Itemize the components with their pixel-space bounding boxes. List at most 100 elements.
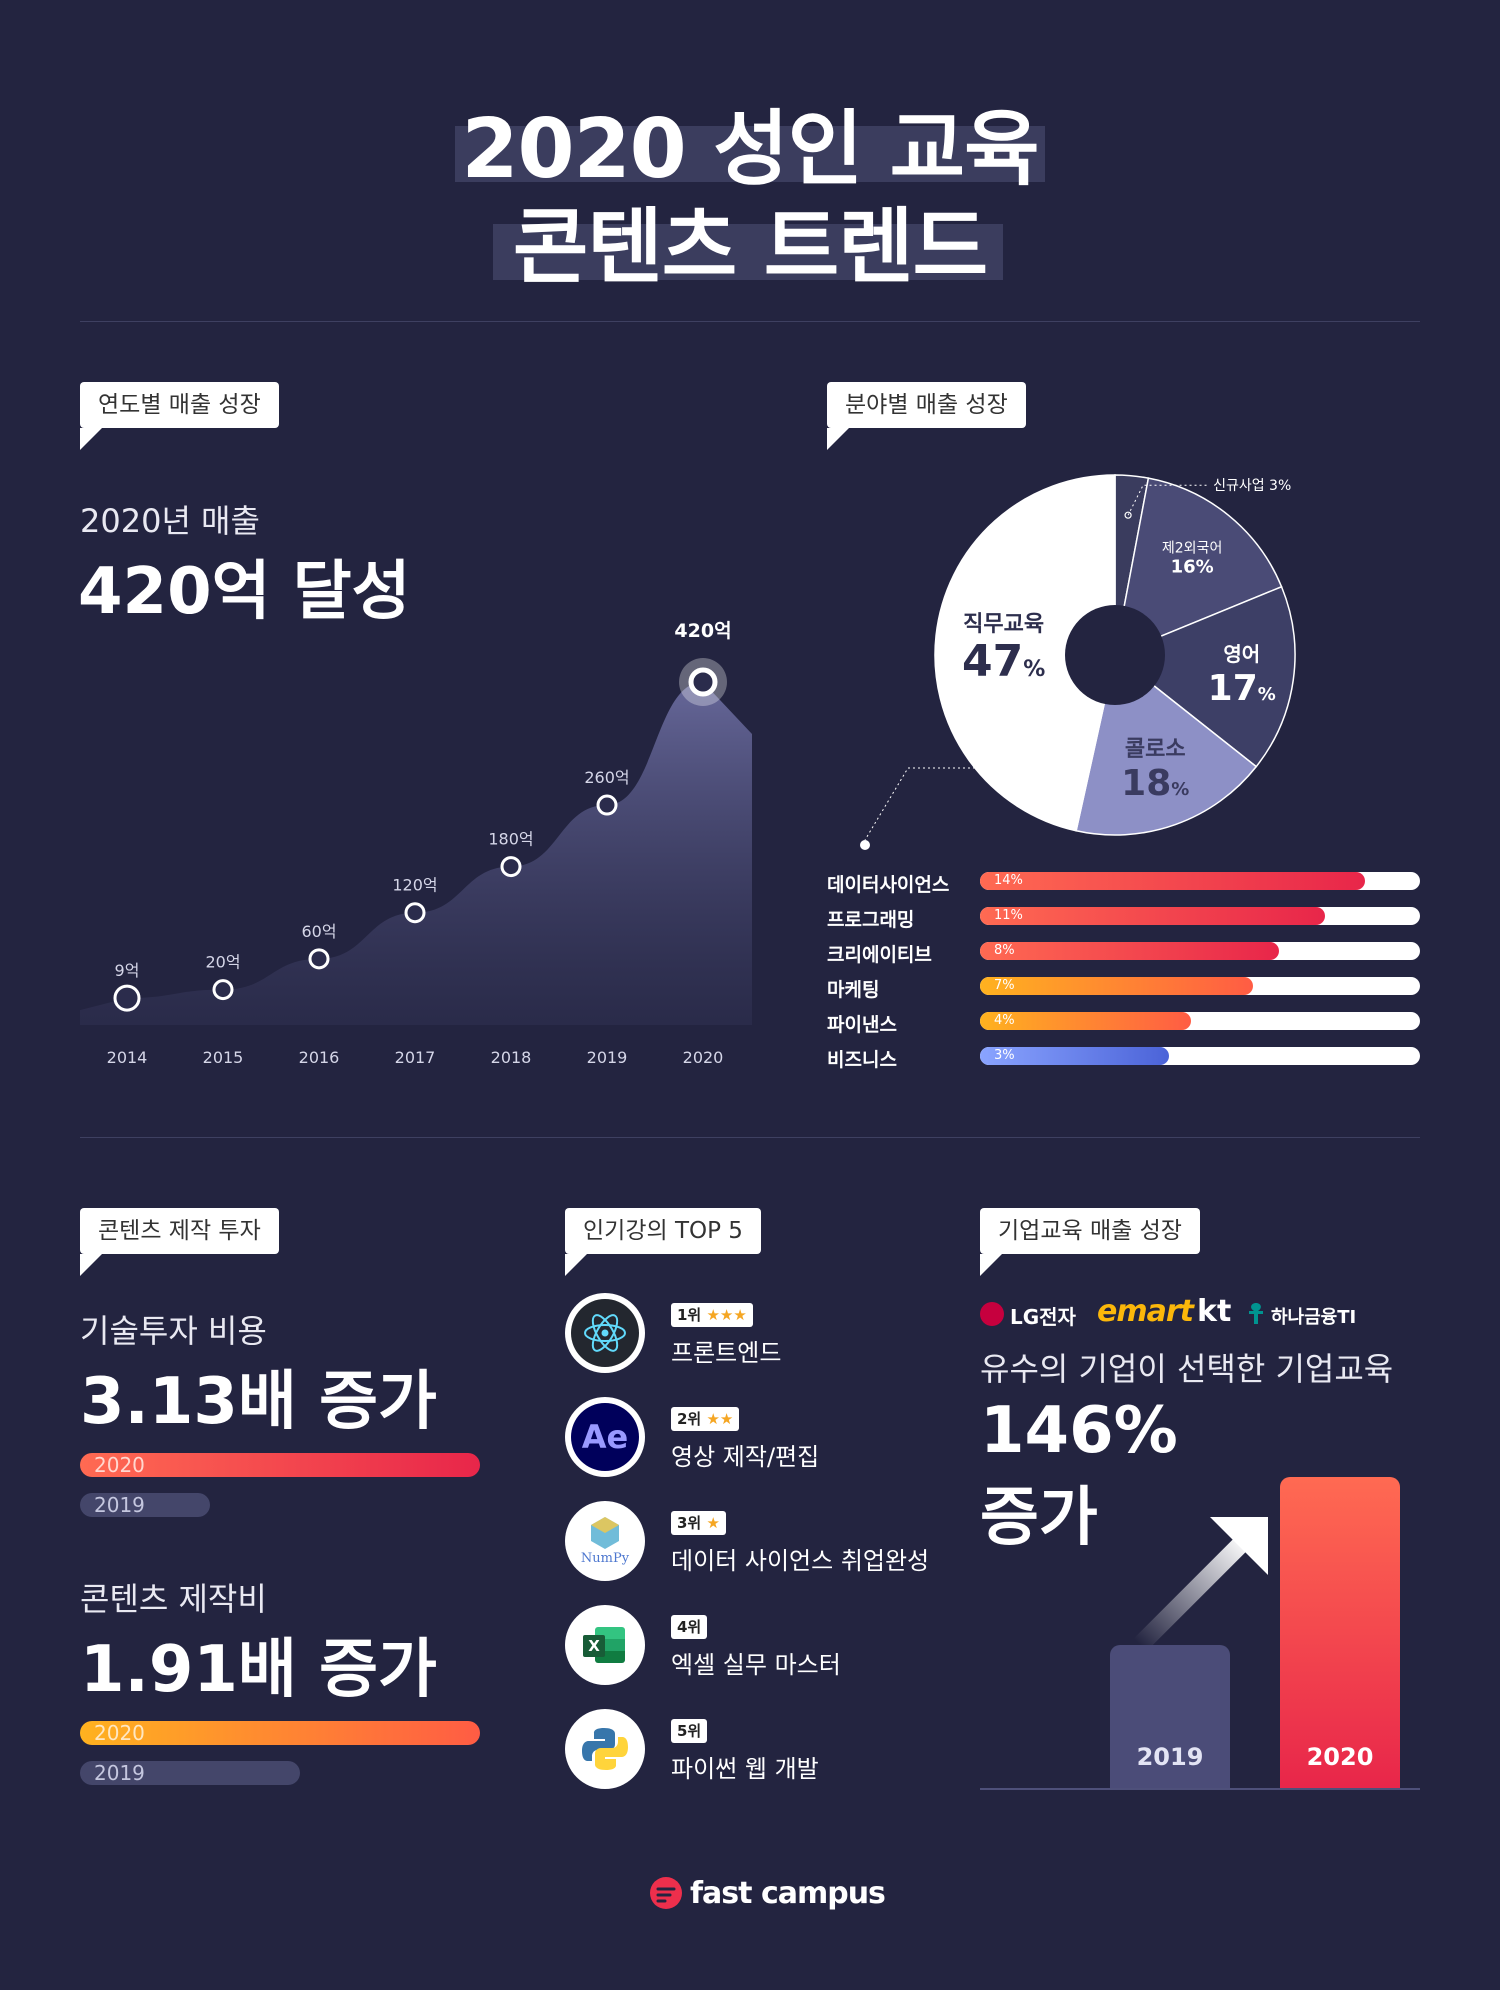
pie-slice xyxy=(1113,585,1296,768)
content-bar-2020: 2020 xyxy=(80,1721,480,1745)
data-label: 120억 xyxy=(392,876,437,895)
slice-value: 47% xyxy=(962,636,1045,687)
donut-hole xyxy=(1065,605,1165,705)
course-name-1: 프론트엔드 xyxy=(671,1339,782,1367)
bar-fill: 4% xyxy=(980,1012,1192,1030)
hana-logo-text: 하나금융TI xyxy=(1271,1307,1357,1328)
data-label: 260억 xyxy=(584,768,629,787)
bar-category-label: 데이터사이언스 xyxy=(827,874,950,896)
data-label: 20억 xyxy=(205,953,240,972)
bar-fill: 8% xyxy=(980,942,1280,960)
pie-slice xyxy=(934,474,1116,832)
field-tag: 분야별 매출 성장 xyxy=(827,382,1026,450)
bar-value-label: 8% xyxy=(994,943,1015,958)
content-cost-subtitle: 콘텐츠 제작비 xyxy=(80,1580,267,1618)
x-tick-label: 2016 xyxy=(299,1048,340,1067)
numpy-text: NumPy xyxy=(580,1551,630,1566)
data-point xyxy=(404,902,426,924)
bar-value-label: 7% xyxy=(994,978,1015,993)
title-highlight-2 xyxy=(493,224,1003,280)
bar-category-label: 마케팅 xyxy=(827,979,880,1001)
rank-label: 2위 xyxy=(677,1410,702,1428)
x-tick-label: 2018 xyxy=(491,1048,532,1067)
slice-value: 18% xyxy=(1121,763,1189,804)
emart-logo: emart xyxy=(1097,1294,1194,1329)
bar-fill: 3% xyxy=(980,1047,1170,1065)
middle-divider xyxy=(80,1137,1420,1138)
hana-logo xyxy=(1245,1301,1267,1325)
slice-value: 16% xyxy=(1171,556,1214,577)
page-title-line2: 콘텐츠 트렌드 xyxy=(512,200,988,295)
x-tick-label: 2015 xyxy=(203,1048,244,1067)
top5-tag: 인기강의 TOP 5 xyxy=(565,1208,761,1276)
rank-label: 4위 xyxy=(677,1618,702,1636)
rank-stars: ★ xyxy=(706,1514,720,1532)
callout-line xyxy=(864,767,975,841)
rank-label: 5위 xyxy=(677,1722,702,1740)
slice-label: 제2외국어 xyxy=(1162,540,1222,556)
investment-tag: 콘텐츠 제작 투자 xyxy=(80,1208,279,1276)
rank-badge-5: 5위 xyxy=(671,1719,708,1743)
corporate-baseline xyxy=(980,1788,1420,1790)
rank-badge-2: 2위 ★★ xyxy=(671,1407,740,1431)
x-tick-label: 2020 xyxy=(683,1048,724,1067)
yearly-subtitle: 2020년 매출 xyxy=(80,502,260,540)
numpy-icon: NumPy xyxy=(565,1501,645,1581)
rank-label: 1위 xyxy=(677,1306,702,1324)
corporate-headline-1: 146% xyxy=(980,1394,1178,1468)
yearly-headline: 420억 달성 xyxy=(78,555,411,629)
content-bar-2019: 2019 xyxy=(80,1761,300,1785)
slice-label: 신규사업 3% xyxy=(1213,478,1291,494)
corporate-subtitle: 유수의 기업이 선택한 기업교육 xyxy=(980,1350,1394,1388)
after-effects-icon: Ae xyxy=(565,1397,645,1477)
data-point xyxy=(500,856,522,878)
bar-value-label: 11% xyxy=(994,908,1023,923)
callout-dot xyxy=(1124,511,1132,519)
bar-value-label: 14% xyxy=(994,873,1023,888)
bar-fill: 14% xyxy=(980,872,1365,890)
callout-line xyxy=(1127,484,1209,516)
course-name-5: 파이썬 웹 개발 xyxy=(671,1755,819,1783)
bar-category-label: 비즈니스 xyxy=(827,1049,897,1071)
corporate-bar-2020 xyxy=(1280,1477,1400,1788)
data-label: 9억 xyxy=(115,961,140,980)
bar-track: 3% xyxy=(980,1047,1420,1065)
content-cost-headline: 1.91배 증가 xyxy=(80,1633,437,1707)
rank-stars: ★★ xyxy=(706,1410,734,1428)
rank-label: 3위 xyxy=(677,1514,702,1532)
excel-icon: X xyxy=(565,1605,645,1685)
data-point xyxy=(688,667,718,697)
react-icon xyxy=(565,1293,645,1373)
tech-cost-subtitle: 기술투자 비용 xyxy=(80,1312,267,1350)
area-fill xyxy=(80,682,752,1025)
data-point xyxy=(308,948,330,970)
bar-category-label: 프로그래밍 xyxy=(827,909,915,931)
corporate-bar-2019 xyxy=(1110,1645,1230,1788)
rank-badge-1: 1위 ★★★ xyxy=(671,1303,753,1327)
data-label: 60억 xyxy=(301,922,336,941)
corporate-tag: 기업교육 매출 성장 xyxy=(980,1208,1200,1276)
bar-track: 11% xyxy=(980,907,1420,925)
slice-label: 직무교육 xyxy=(963,612,1044,637)
ae-text: Ae xyxy=(581,1418,629,1456)
fastcampus-logo-icon xyxy=(650,1877,682,1909)
tech-bar-2020: 2020 xyxy=(80,1453,480,1477)
bar-track: 4% xyxy=(980,1012,1420,1030)
lg-logo xyxy=(980,1302,1004,1326)
rank-badge-3: 3위 ★ xyxy=(671,1511,726,1535)
yearly-tag: 연도별 매출 성장 xyxy=(80,382,279,450)
slice-label: 영어 xyxy=(1223,642,1260,666)
kt-logo: kt xyxy=(1197,1294,1232,1329)
course-name-3: 데이터 사이언스 취업완성 xyxy=(671,1547,930,1575)
yearly-area-chart: 2014 2015 2016 2017 2018 2019 2020 9억 20억 60억 120억… xyxy=(80,620,752,1067)
data-label: 180억 xyxy=(488,830,533,849)
slice-label: 콜로소 xyxy=(1125,737,1186,762)
bar-track: 14% xyxy=(980,872,1420,890)
top-divider xyxy=(80,321,1420,322)
bar-value-label: 4% xyxy=(994,1013,1015,1028)
callout-dot xyxy=(860,840,870,850)
page-title-line1: 2020 성인 교육 xyxy=(461,102,1039,197)
bar-category-label: 파이낸스 xyxy=(827,1014,897,1036)
course-name-2: 영상 제작/편집 xyxy=(671,1443,820,1471)
